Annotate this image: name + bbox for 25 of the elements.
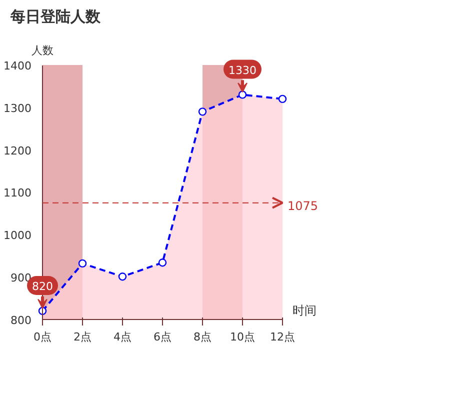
y-tick-label: 1300 — [4, 102, 32, 115]
chart-title: 每日登陆人数 — [10, 8, 102, 26]
point — [158, 258, 167, 267]
y-tick-label: 1000 — [4, 229, 32, 242]
point — [238, 90, 247, 99]
annotation: 820 — [32, 280, 53, 294]
y-tick-label: 1100 — [4, 186, 32, 200]
x-tick-label: 12点 — [270, 330, 295, 344]
y-tick-label: 1400 — [4, 60, 32, 73]
x-tick-label: 8点 — [194, 330, 212, 344]
ref-line-label: 1075 — [288, 198, 318, 213]
y-axis-title: 人数 — [32, 44, 54, 58]
x-tick-label: 10点 — [230, 330, 255, 344]
x-tick-label: 6点 — [154, 330, 172, 344]
point — [78, 259, 87, 268]
x-tick-label: 2点 — [74, 330, 92, 344]
point — [118, 272, 127, 281]
y-tick-label: 800 — [10, 314, 32, 327]
point — [278, 94, 287, 104]
annotation: 1330 — [228, 64, 257, 77]
point — [198, 108, 207, 116]
x-tick-label: 0点 — [34, 330, 52, 344]
x-tick-label: 4点 — [114, 330, 132, 344]
y-tick-label: 1200 — [4, 144, 32, 158]
x-axis-title: 时间 — [292, 303, 316, 318]
